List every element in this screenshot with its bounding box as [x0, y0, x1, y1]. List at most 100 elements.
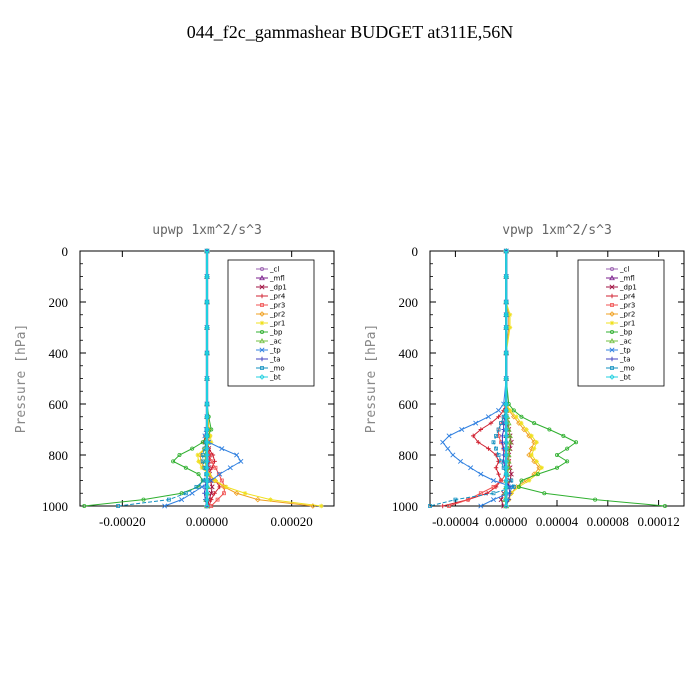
- legend-marker: [259, 293, 265, 299]
- legend-label: _ta: [619, 356, 631, 364]
- data-point: [204, 433, 210, 439]
- y-tick-label: 1000: [392, 499, 418, 514]
- legend-label: _pr1: [619, 320, 635, 328]
- legend-box: [227, 259, 315, 387]
- data-point: [574, 440, 579, 445]
- data-point: [222, 491, 226, 496]
- legend-marker: [610, 303, 614, 307]
- data-point: [496, 471, 501, 477]
- legend-label: _mo: [619, 365, 635, 373]
- y-tick-label: 400: [49, 346, 69, 361]
- data-point: [542, 491, 547, 496]
- data-point: [440, 439, 446, 445]
- data-point: [491, 440, 496, 445]
- data-point: [494, 446, 498, 451]
- data-point: [503, 311, 509, 318]
- legend-marker: [259, 374, 265, 380]
- data-point: [503, 452, 509, 458]
- data-point: [204, 503, 210, 509]
- data-point: [514, 414, 519, 419]
- data-point: [217, 484, 222, 490]
- data-point: [204, 375, 210, 382]
- data-point: [195, 452, 200, 458]
- data-point: [565, 459, 570, 464]
- data-point: [209, 465, 215, 470]
- series-mo: [116, 249, 209, 508]
- data-point: [82, 503, 87, 508]
- legend-marker: [259, 266, 264, 271]
- series-line: [84, 251, 212, 507]
- data-point: [204, 324, 210, 331]
- data-point: [199, 484, 205, 490]
- data-point: [503, 439, 509, 446]
- data-point: [162, 503, 168, 509]
- x-tick-label: -0.00020: [99, 514, 146, 529]
- data-point: [503, 248, 509, 254]
- data-point: [233, 490, 240, 497]
- data-point: [529, 452, 534, 458]
- legend-marker: [259, 329, 264, 334]
- legend-marker: [609, 356, 615, 362]
- data-point: [212, 459, 217, 464]
- data-point: [183, 465, 188, 470]
- data-point: [183, 491, 188, 496]
- legend-label: _pr3: [269, 302, 285, 310]
- y-tick-label: 600: [399, 397, 419, 412]
- series-line: [429, 251, 515, 507]
- data-point: [499, 478, 504, 483]
- data-point: [204, 490, 210, 497]
- legend-label: _pr1: [269, 320, 285, 328]
- legend-marker: [609, 284, 615, 290]
- legend-marker: [259, 337, 265, 344]
- data-point: [503, 350, 509, 356]
- data-point: [204, 273, 210, 280]
- legend-marker: [609, 347, 615, 353]
- data-point: [496, 407, 502, 413]
- data-point: [468, 465, 474, 471]
- data-point: [565, 446, 570, 451]
- data-point: [490, 477, 497, 484]
- data-point: [196, 459, 201, 464]
- data-point: [204, 452, 210, 458]
- data-point: [503, 420, 509, 426]
- data-point: [490, 497, 497, 503]
- data-point: [485, 414, 491, 420]
- legend-marker: [609, 311, 615, 317]
- data-point: [238, 458, 244, 464]
- data-point: [507, 312, 513, 317]
- data-point: [532, 421, 537, 426]
- series-bt: [204, 248, 210, 509]
- data-point: [217, 471, 223, 477]
- data-point: [547, 427, 552, 432]
- data-point: [491, 491, 496, 496]
- data-point: [503, 471, 509, 477]
- legend-marker: [260, 303, 264, 307]
- series-bt: [503, 248, 509, 509]
- data-point: [534, 459, 539, 464]
- data-point: [503, 426, 509, 433]
- legend-marker: [259, 284, 265, 290]
- data-point: [486, 446, 491, 451]
- data-point: [507, 408, 513, 413]
- series-pr3: [447, 249, 511, 508]
- legend-label: _pr2: [619, 311, 635, 319]
- data-point: [166, 497, 171, 502]
- data-point: [494, 433, 498, 438]
- data-point: [499, 459, 504, 464]
- legend-label: _mo: [269, 365, 285, 373]
- legend-marker: [609, 274, 615, 281]
- y-tick-label: 400: [399, 346, 419, 361]
- data-point: [470, 433, 476, 439]
- data-point: [209, 484, 215, 490]
- data-point: [459, 426, 465, 433]
- panel-title: upwp 1xm^2/s^3: [152, 223, 262, 238]
- legend-label: _cl: [619, 266, 629, 274]
- data-point: [466, 497, 471, 502]
- legend-label: _bp: [619, 329, 633, 337]
- y-tick-label: 200: [399, 295, 419, 310]
- y-tick-label: 0: [62, 244, 69, 259]
- data-point: [516, 484, 521, 489]
- legend-marker: [259, 347, 265, 353]
- y-axis-label: Pressure [hPa]: [14, 324, 29, 434]
- data-point: [503, 273, 509, 280]
